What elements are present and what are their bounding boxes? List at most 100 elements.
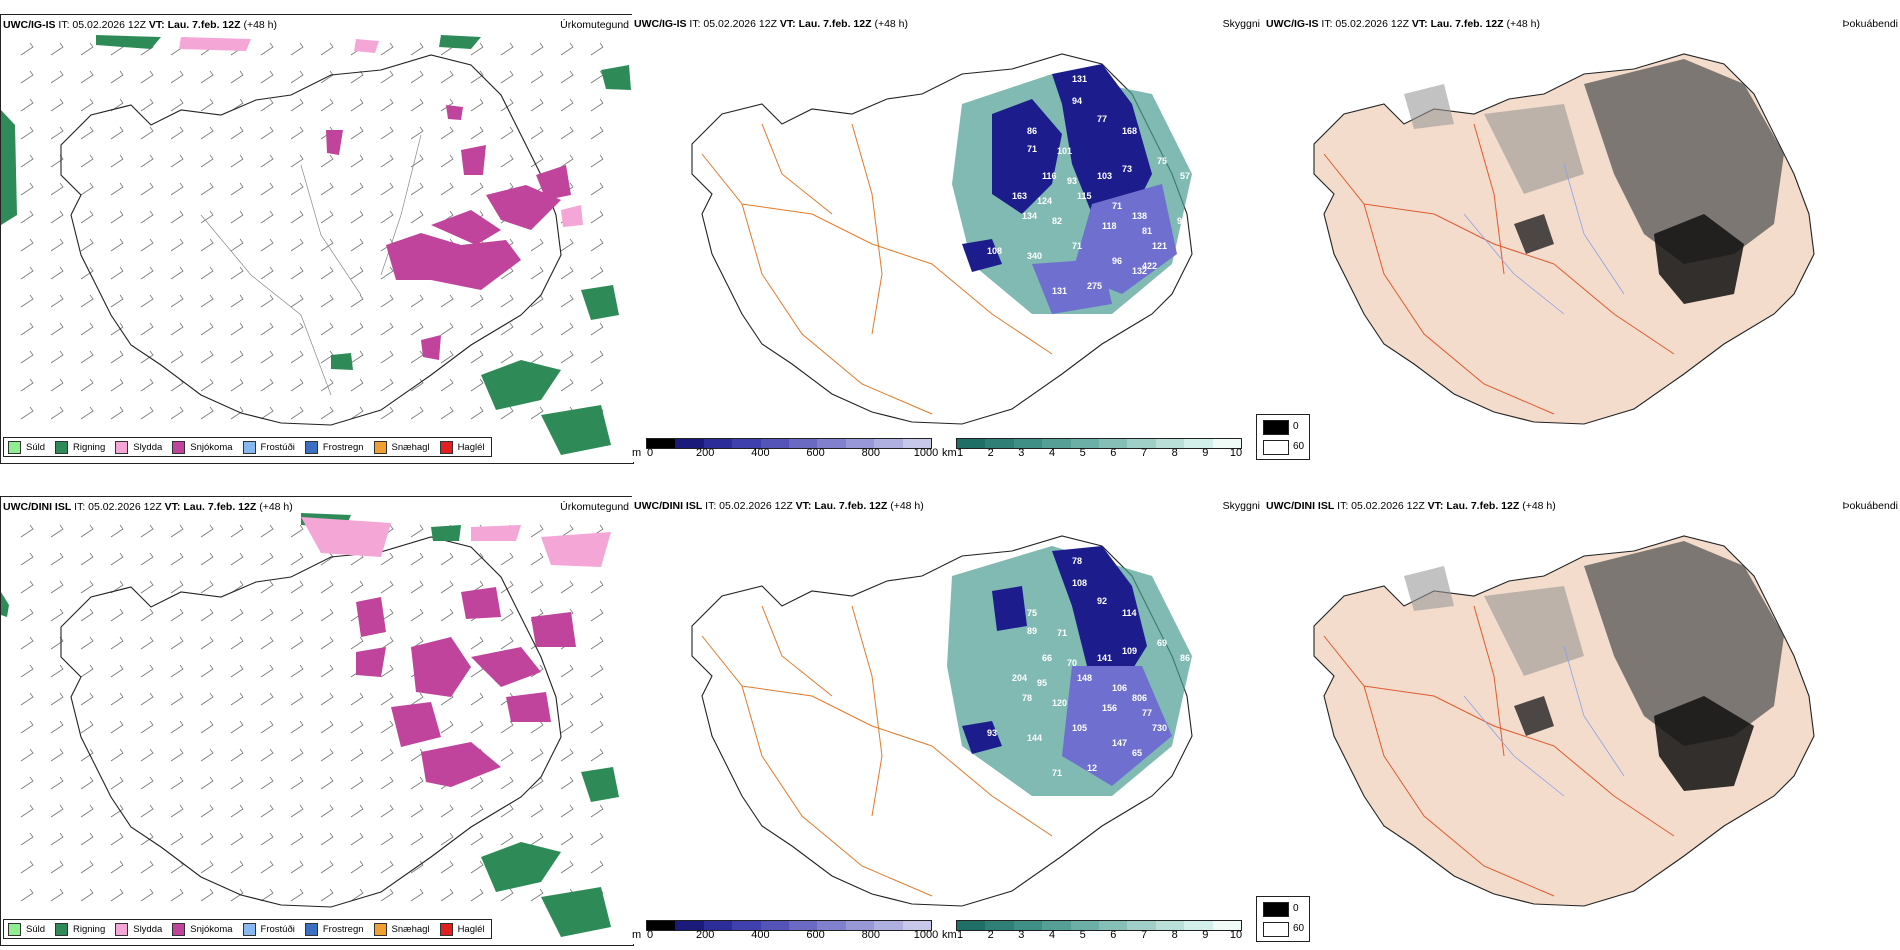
wind-barb xyxy=(350,294,364,308)
legend-swatch xyxy=(8,922,21,936)
wind-barb xyxy=(380,70,394,84)
wind-barb xyxy=(440,154,454,168)
wind-barb xyxy=(470,804,484,818)
cloud-base-label: 89 xyxy=(1027,626,1037,636)
wind-barb xyxy=(230,266,244,280)
colorbar-tick: 0 xyxy=(646,929,654,941)
wind-barb xyxy=(110,294,124,308)
cloud-base-label: 168 xyxy=(1122,126,1137,136)
wind-barb xyxy=(440,580,454,594)
wind-barb xyxy=(20,322,34,336)
wind-barb xyxy=(230,350,244,364)
wind-barb xyxy=(440,126,454,140)
wind-barb xyxy=(80,860,94,874)
colorbar-segment xyxy=(874,439,903,448)
wind-barb xyxy=(320,888,334,902)
cloud-base-label: 77 xyxy=(1097,114,1107,124)
wind-barb xyxy=(590,266,604,280)
colorbar-segment xyxy=(703,921,733,930)
wind-barb xyxy=(200,888,214,902)
colorbar-tick: 4 xyxy=(1048,929,1056,941)
wind-barb xyxy=(440,350,454,364)
cloud-base-label: 103 xyxy=(1097,171,1112,181)
wind-barb xyxy=(260,636,274,650)
cloud-base-label: 156 xyxy=(1102,703,1117,713)
init-time: IT: 05.02.2026 12Z xyxy=(74,501,162,513)
precip-panel-header: UWC/DINI ISL IT: 05.02.2026 12Z VT: Lau.… xyxy=(3,499,631,515)
wind-barb xyxy=(260,42,274,56)
wind-barb xyxy=(170,154,184,168)
cloud-base-label: 12 xyxy=(1087,763,1097,773)
wind-barb xyxy=(470,126,484,140)
wind-barb xyxy=(320,804,334,818)
fog-roads xyxy=(1323,123,1675,415)
wind-barb xyxy=(290,378,304,392)
colorbar-tick: 8 xyxy=(1171,929,1178,941)
wind-barb xyxy=(590,378,604,392)
fog-legend-label: 60 xyxy=(1293,441,1305,452)
colorbar-segment xyxy=(985,439,1014,448)
wind-barb xyxy=(110,552,124,566)
cloud-base-label: 93 xyxy=(987,728,997,738)
low-cloud-areas xyxy=(962,64,1177,314)
colorbar-unit: km xyxy=(942,447,957,459)
wind-barb xyxy=(260,154,274,168)
wind-barb xyxy=(20,350,34,364)
wind-barb xyxy=(230,322,244,336)
colorbar-segment xyxy=(1042,439,1071,448)
cloud-base-label: 131 xyxy=(1052,286,1067,296)
wind-barb xyxy=(290,580,304,594)
wind-barb xyxy=(320,692,334,706)
wind-barb xyxy=(140,552,154,566)
wind-barb xyxy=(200,552,214,566)
cloud-base-label: 65 xyxy=(1132,748,1142,758)
legend-label: Rigning xyxy=(73,441,106,453)
cloud-base-label: 57 xyxy=(1180,171,1190,181)
wind-barb xyxy=(50,804,64,818)
wind-barb xyxy=(590,322,604,336)
wind-barb xyxy=(320,378,334,392)
valid-time: VT: Lau. 7.feb. 12Z xyxy=(1427,500,1520,512)
precip-type-panel: UWC/DINI ISL IT: 05.02.2026 12Z VT: Lau.… xyxy=(0,496,634,946)
colorbar-segment xyxy=(957,921,986,930)
wind-barb xyxy=(110,266,124,280)
wind-barb xyxy=(260,70,274,84)
wind-barb xyxy=(530,748,544,762)
wind-barb xyxy=(320,238,334,252)
wind-barb xyxy=(260,294,274,308)
colorbar-segment xyxy=(902,921,932,930)
colorbar-segment xyxy=(1070,921,1100,930)
wind-barb xyxy=(500,888,514,902)
lead-time: (+48 h) xyxy=(243,19,278,31)
colorbar-tick: 600 xyxy=(806,929,825,941)
wind-barb xyxy=(350,580,364,594)
legend-item: Frostregn xyxy=(304,922,364,936)
colorbar-segment xyxy=(760,439,790,448)
legend-swatch xyxy=(439,440,453,454)
wind-barb xyxy=(140,664,154,678)
colorbar-tick: 3 xyxy=(1018,929,1025,941)
colorbar-tick: 9 xyxy=(1202,929,1209,941)
wind-barb xyxy=(200,832,214,846)
cloud-base-label: 108 xyxy=(1072,578,1087,588)
wind-barb xyxy=(230,524,244,538)
wind-barb xyxy=(20,776,34,790)
wind-barb xyxy=(560,294,574,308)
wind-barb xyxy=(230,238,244,252)
wind-barb xyxy=(380,860,394,874)
wind-barb xyxy=(500,720,514,734)
legend-swatch xyxy=(172,922,186,936)
cloud-base-label: 106 xyxy=(1112,683,1127,693)
legend-item: Snjókoma xyxy=(172,440,233,454)
wind-barb xyxy=(170,126,184,140)
wind-barb xyxy=(50,608,64,622)
colorbar-segment xyxy=(1042,921,1071,930)
wind-barb xyxy=(380,720,394,734)
wind-barb xyxy=(170,776,184,790)
cloud-base-label: 92 xyxy=(1097,596,1107,606)
wind-barb xyxy=(410,98,424,112)
wind-barb xyxy=(20,860,34,874)
wind-barb xyxy=(200,70,214,84)
legend-label: Frostregn xyxy=(322,441,364,453)
wind-barb xyxy=(170,888,184,902)
